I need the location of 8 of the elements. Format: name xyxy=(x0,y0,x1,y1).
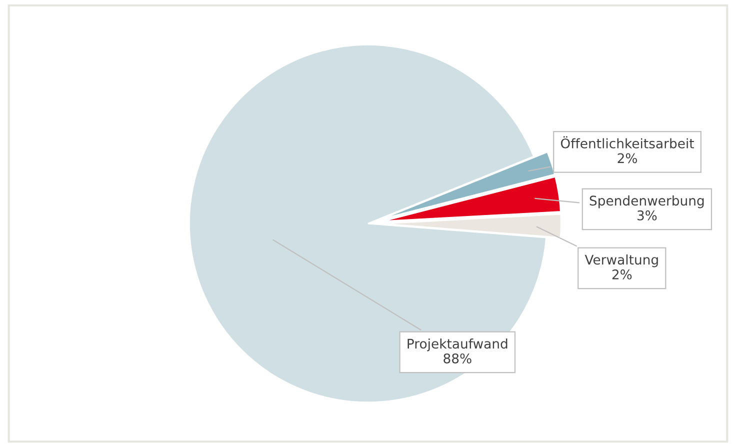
data-label: 2% xyxy=(618,153,637,164)
data-label: 88% xyxy=(444,353,472,364)
slice-label: Projektaufwand xyxy=(408,338,508,352)
data-label: 2% xyxy=(612,269,632,280)
slice-label: Spendenwerbung xyxy=(590,195,704,208)
slice-label: Öffentlichkeitsarbeit xyxy=(560,136,694,148)
data-label: 3% xyxy=(637,210,657,220)
slice-label: Verwaltung xyxy=(584,254,658,268)
